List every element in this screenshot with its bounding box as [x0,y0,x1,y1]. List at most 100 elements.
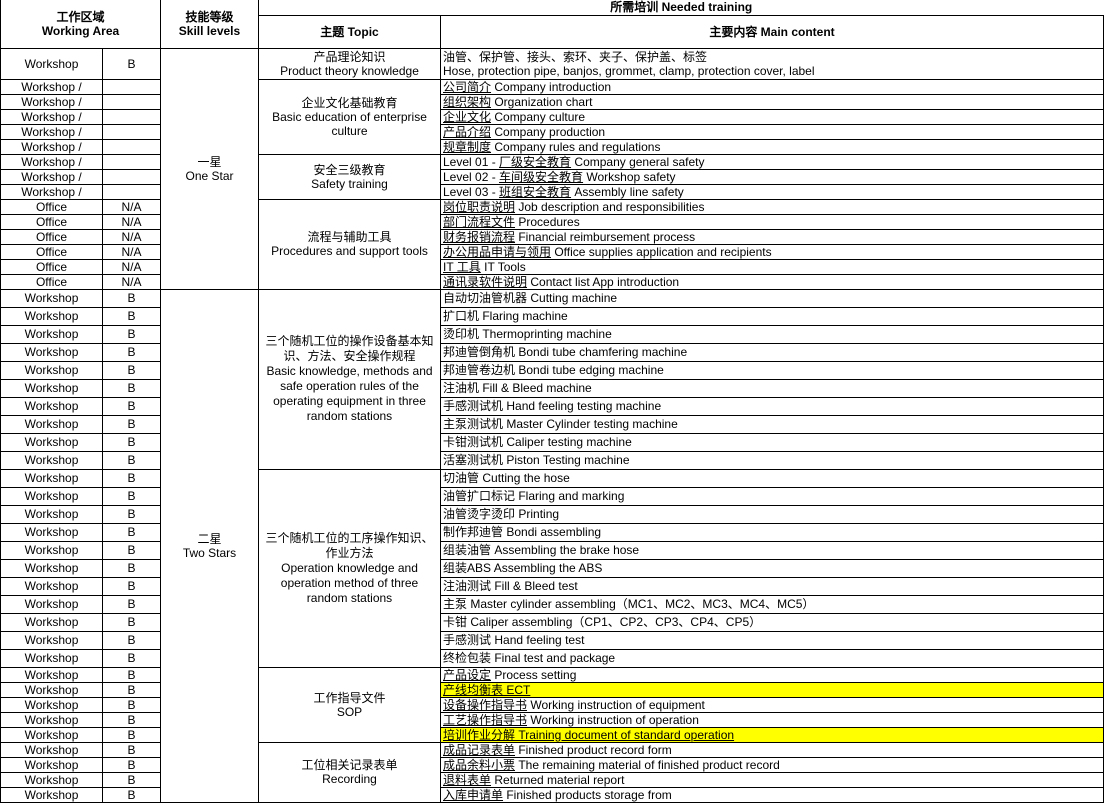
content-cell: 注油测试 Fill & Bleed test [440,576,1104,596]
level-cell: B [102,504,161,524]
content-link[interactable]: 办公用品申请与领用 Office supplies application an… [440,243,1104,260]
content-cn: 邦迪管卷边机 [443,363,516,377]
content-en: Hand feeling test [491,633,585,647]
content-link[interactable]: 成品余料小票 The remaining material of finishe… [440,756,1104,773]
content-en: Cutting the hose [479,471,570,485]
content-link[interactable]: IT 工具 IT Tools [440,258,1104,275]
content-en: Flaring and marking [515,489,625,503]
table-row: Workshop B 油管烫字烫印 Printing [0,504,1104,524]
content-en: IT Tools [480,259,526,274]
content-en: Piston Testing machine [503,453,630,467]
level-cell: B [102,47,161,80]
working-area-cell: Workshop [0,540,103,560]
content-prefix: Level 02 - [443,169,500,184]
topic-en: Safety training [311,176,388,191]
content-cn: 烫印机 [443,327,480,341]
table-row: Workshop B 组装油管 Assembling the brake hose [0,540,1104,560]
level-cell: B [102,612,161,632]
content-link[interactable]: 通讯录软件说明 Contact list App introduction [440,273,1104,290]
topic-cell: 三个随机工位的工序操作知识、作业方法 Operation knowledge an… [258,468,441,668]
content-link[interactable]: 入库申请单 Finished products storage from [440,786,1104,803]
content-cn: IT 工具 [443,259,481,274]
content-cn: 卡钳 [443,615,468,629]
topic-cn: 三个随机工位的操作设备基本知识、方法、安全操作规程 [265,334,434,363]
content-cn: 工艺操作指导书 [443,712,528,727]
content-cn: 厂级安全教育 [499,154,572,169]
content-cn: 主泵测试机 [443,417,504,431]
level-cell: N/A [102,243,161,260]
working-area-cell: Workshop [0,360,103,380]
content-link[interactable]: 财务报销流程 Financial reimbursement process [440,228,1104,245]
table-row: Workshop B 入库申请单 Finished products storage… [0,786,1104,803]
level-cell: B [102,486,161,506]
content-link[interactable]: 公司简介 Company introduction [440,78,1104,95]
content-link[interactable]: 产品设定 Process setting [440,666,1104,683]
content-link[interactable]: 组织架构 Organization chart [440,93,1104,110]
content-cell: 油管烫字烫印 Printing [440,504,1104,524]
content-cn: 企业文化 [443,109,492,124]
content-cn: 部门流程文件 [443,214,516,229]
working-area-cell: Workshop [0,612,103,632]
working-area-cell: Workshop [0,324,103,344]
level-cell: B [102,522,161,542]
level-cell [102,78,161,95]
working-area-cell: Workshop / [0,168,103,185]
level-cell: B [102,360,161,380]
content-cn: 公司简介 [443,79,492,94]
working-area-cell: Workshop / [0,153,103,170]
topic-en: Operation knowledge and operation method… [280,560,419,605]
content-link[interactable]: 产线均衡表 ECT [440,681,1104,698]
content-link[interactable]: Level 03 - 班组安全教育 Assembly line safety [440,183,1104,200]
content-cell: 邦迪管卷边机 Bondi tube edging machine [440,360,1104,380]
content-cn: 注油机 [443,381,480,395]
working-area-cell: Office [0,273,103,290]
table-row: Workshop B 培训作业分解 Training document of sta… [0,726,1104,743]
table-row: Workshop / Level 02 - 车间级安全教育 Workshop sa… [0,168,1104,185]
content-link[interactable]: 成品记录表单 Finished product record form [440,741,1104,758]
content-cn: 车间级安全教育 [499,169,584,184]
content-link[interactable]: 设备操作指导书 Working instruction of equipment [440,696,1104,713]
working-area-cell: Office [0,228,103,245]
content-link[interactable]: 退料表单 Returned material report [440,771,1104,788]
topic-en: Basic education of enterprise culture [272,109,427,138]
topic-cell: 三个随机工位的操作设备基本知识、方法、安全操作规程 Basic knowledge… [258,288,441,470]
content-cell: 烫印机 Thermoprinting machine [440,324,1104,344]
content-cn: 退料表单 [443,772,492,787]
content-link[interactable]: 规章制度 Company rules and regulations [440,138,1104,155]
content-en: Bondi tube chamfering machine [515,345,688,359]
working-area-cell: Workshop / [0,183,103,200]
content-en: Fill & Bleed test [491,579,578,593]
level-cell: B [102,324,161,344]
table-row: Office N/A 部门流程文件 Procedures [0,213,1104,230]
content-link[interactable]: Level 01 - 厂级安全教育 Company general safety [440,153,1104,170]
skill-level-cn: 二星 [197,531,222,546]
working-area-cell: Workshop [0,630,103,650]
content-link[interactable]: 培训作业分解 Training document of standard ope… [440,726,1104,743]
level-cell [102,153,161,170]
content-cn: 设备操作指导书 [443,697,528,712]
content-link[interactable]: 企业文化 Company culture [440,108,1104,125]
header-main-content: 主要内容 Main content [440,14,1104,49]
content-link[interactable]: 部门流程文件 Procedures [440,213,1104,230]
skill-level-cell: 一星 One Star [160,47,259,290]
content-link[interactable]: Level 02 - 车间级安全教育 Workshop safety [440,168,1104,185]
level-cell: B [102,540,161,560]
content-en: Master cylinder assembling（MC1、MC2、MC3、M… [467,597,815,611]
content-en: Fill & Bleed machine [479,381,592,395]
content-link[interactable]: 工艺操作指导书 Working instruction of operation [440,711,1104,728]
working-area-cell: Workshop [0,378,103,398]
content-cell: 组装油管 Assembling the brake hose [440,540,1104,560]
working-area-cell: Workshop [0,342,103,362]
table-body: Workshop B 一星 One Star 产品理论知识 Product theory … [0,47,1104,803]
content-link[interactable]: 产品介绍 Company production [440,123,1104,140]
content-cn: 制作邦迪管 [443,525,504,539]
content-en: Working instruction of equipment [527,697,705,712]
level-cell: B [102,576,161,596]
content-cn: 切油管 [443,471,480,485]
table-row: Workshop / 组织架构 Organization chart [0,93,1104,110]
header-skill-levels-cn: 技能等级 [185,9,234,24]
content-link[interactable]: 岗位职责说明 Job description and responsibilit… [440,198,1104,215]
working-area-cell: Workshop [0,786,103,803]
content-cn: 入库申请单 [443,787,504,802]
